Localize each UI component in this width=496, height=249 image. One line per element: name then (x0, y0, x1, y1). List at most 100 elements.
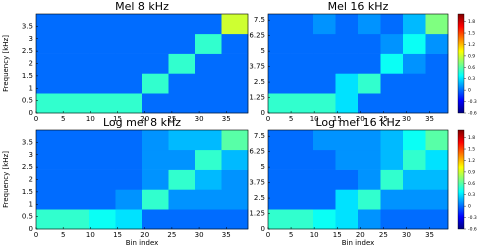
y-tick-label: 3 (29, 35, 33, 43)
y-tick-label: 1.5 (22, 72, 33, 80)
heatmap-cell (62, 169, 90, 190)
heatmap-cell (403, 209, 426, 230)
heatmap-cell (62, 73, 90, 94)
x-tick-label: 0 (34, 115, 38, 123)
heatmap-cell (268, 93, 291, 114)
heatmap-cell (195, 130, 222, 151)
heatmap-cell (89, 149, 116, 170)
panel-title: Mel 16 kHz (328, 0, 389, 13)
heatmap-cell (290, 93, 314, 114)
heatmap-cell (335, 14, 359, 35)
heatmap-cell (380, 73, 404, 94)
x-tick-label: 0 (266, 115, 270, 123)
heatmap-cell (290, 53, 314, 74)
heatmap-cell (313, 189, 336, 210)
x-tick-label: 10 (310, 231, 319, 239)
heatmap-cell (425, 130, 449, 151)
y-tick-label: 1 (29, 84, 33, 92)
heatmap-cell (142, 93, 169, 114)
x-tick-label: 25 (379, 115, 388, 123)
y-tick-label: 7.5 (254, 16, 265, 24)
plot-frame (267, 13, 449, 114)
x-tick-label: 20 (140, 231, 149, 239)
heatmap-cell (380, 189, 404, 210)
heatmap-cell (221, 33, 249, 54)
heatmap-cell (358, 169, 381, 190)
heatmap-cell (221, 209, 249, 230)
heatmap-cell (89, 189, 116, 210)
heatmap-cell (358, 93, 381, 114)
heatmap-cell (335, 33, 359, 54)
heatmap-cell (142, 189, 169, 210)
heatmap-cell (168, 73, 196, 94)
heatmap-cell (36, 93, 63, 114)
colorbar-tick-label: 1.8 (468, 135, 475, 141)
heatmap-cell (358, 53, 381, 74)
heatmap-cell (142, 209, 169, 230)
x-tick-label: 20 (356, 115, 365, 123)
colorbar-tick-label: -0.3 (468, 215, 477, 221)
colorbar (457, 13, 465, 114)
colorbar-tick-label: 1.5 (468, 31, 475, 37)
heatmap-cell (115, 14, 143, 35)
x-tick-label: 15 (113, 231, 122, 239)
y-axis-label: Frequency [kHz] (2, 35, 10, 92)
heatmap-cell (268, 149, 291, 170)
heatmap-cell (142, 73, 169, 94)
heatmap-cell (62, 14, 90, 35)
x-tick-label: 5 (61, 115, 65, 123)
y-tick-label: 1.25 (249, 94, 265, 102)
heatmap-cell (313, 93, 336, 114)
heatmap-cell (168, 209, 196, 230)
heatmap-cell (335, 169, 359, 190)
heatmap-cell (142, 33, 169, 54)
colorbar-tick-label: 0 (468, 88, 471, 94)
heatmap-cell (335, 149, 359, 170)
heatmap-cell (168, 93, 196, 114)
y-tick-label: 3.75 (249, 179, 265, 187)
heatmap-cell (168, 169, 196, 190)
heatmap-cell (313, 33, 336, 54)
heatmap-cell (221, 73, 249, 94)
heatmap-cell (89, 169, 116, 190)
heatmap-cell (358, 130, 381, 151)
x-tick-label: 30 (195, 115, 204, 123)
colorbar-tick-label: 0 (468, 204, 471, 210)
heatmap-cell (290, 73, 314, 94)
y-tick-label: 1 (29, 200, 33, 208)
y-tick-label: 5 (261, 47, 265, 55)
heatmap-cell (403, 73, 426, 94)
heatmap-cell (290, 209, 314, 230)
panel-title: Mel 8 kHz (115, 0, 169, 13)
heatmap-cell (168, 33, 196, 54)
heatmap-cell (358, 209, 381, 230)
colorbar-tick-label: 1.8 (468, 19, 475, 25)
y-tick-label: 5 (261, 163, 265, 171)
heatmap-cell (425, 53, 449, 74)
y-tick-label: 3.5 (22, 138, 33, 146)
colorbar-tick-label: 1.5 (468, 147, 475, 153)
panel-title: Log mel 16 kHz (315, 116, 400, 129)
heatmap-cell (380, 130, 404, 151)
heatmap-cell (89, 53, 116, 74)
y-tick-label: 0.5 (22, 97, 33, 105)
y-tick-label: 3.75 (249, 63, 265, 71)
heatmap-cell (142, 149, 169, 170)
heatmap-cell (195, 33, 222, 54)
heatmap-cell (290, 149, 314, 170)
heatmap-cell (290, 189, 314, 210)
heatmap-cell (313, 169, 336, 190)
heatmap-cell (290, 130, 314, 151)
y-tick-label: 0.5 (22, 213, 33, 221)
heatmap-cell (380, 14, 404, 35)
heatmap-cell (380, 209, 404, 230)
y-tick-label: 2.5 (254, 78, 265, 86)
heatmap-cell (36, 169, 63, 190)
y-tick-label: 3 (29, 151, 33, 159)
x-tick-label: 20 (356, 231, 365, 239)
heatmap-cell (335, 189, 359, 210)
heatmap-cell (36, 73, 63, 94)
heatmap-cell (62, 93, 90, 114)
y-tick-label: 7.5 (254, 132, 265, 140)
x-tick-label: 25 (167, 115, 176, 123)
